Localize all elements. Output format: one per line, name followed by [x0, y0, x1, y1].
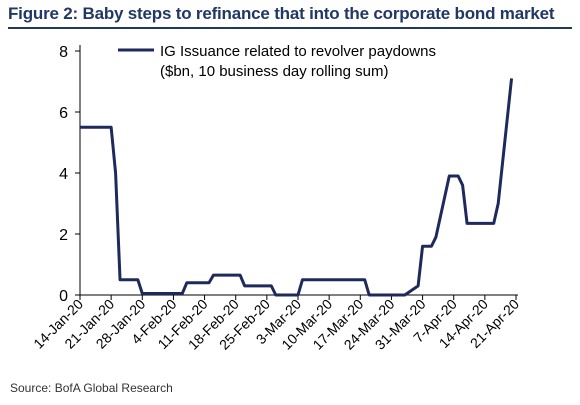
y-tick-label: 8: [59, 44, 68, 61]
y-tick-label: 4: [59, 166, 68, 183]
legend-label-line2: ($bn, 10 business day rolling sum): [160, 63, 388, 80]
source-note: Source: BofA Global Research: [10, 381, 173, 395]
y-tick-label: 0: [59, 288, 68, 305]
chart-axes: [79, 45, 518, 296]
chart-legend: IG Issuance related to revolver paydowns…: [118, 43, 436, 80]
chart-series: [80, 78, 514, 297]
figure-title: Figure 2: Baby steps to refinance that i…: [8, 4, 555, 23]
chart-ticks: 0246814-Jan-2021-Jan-2028-Jan-204-Feb-20…: [30, 44, 522, 353]
y-tick-label: 2: [59, 227, 68, 244]
series-line-ig-issuance: [80, 78, 514, 297]
legend-label: IG Issuance related to revolver paydowns: [160, 43, 436, 60]
title-rule: [8, 27, 572, 29]
y-tick-label: 6: [59, 105, 68, 122]
